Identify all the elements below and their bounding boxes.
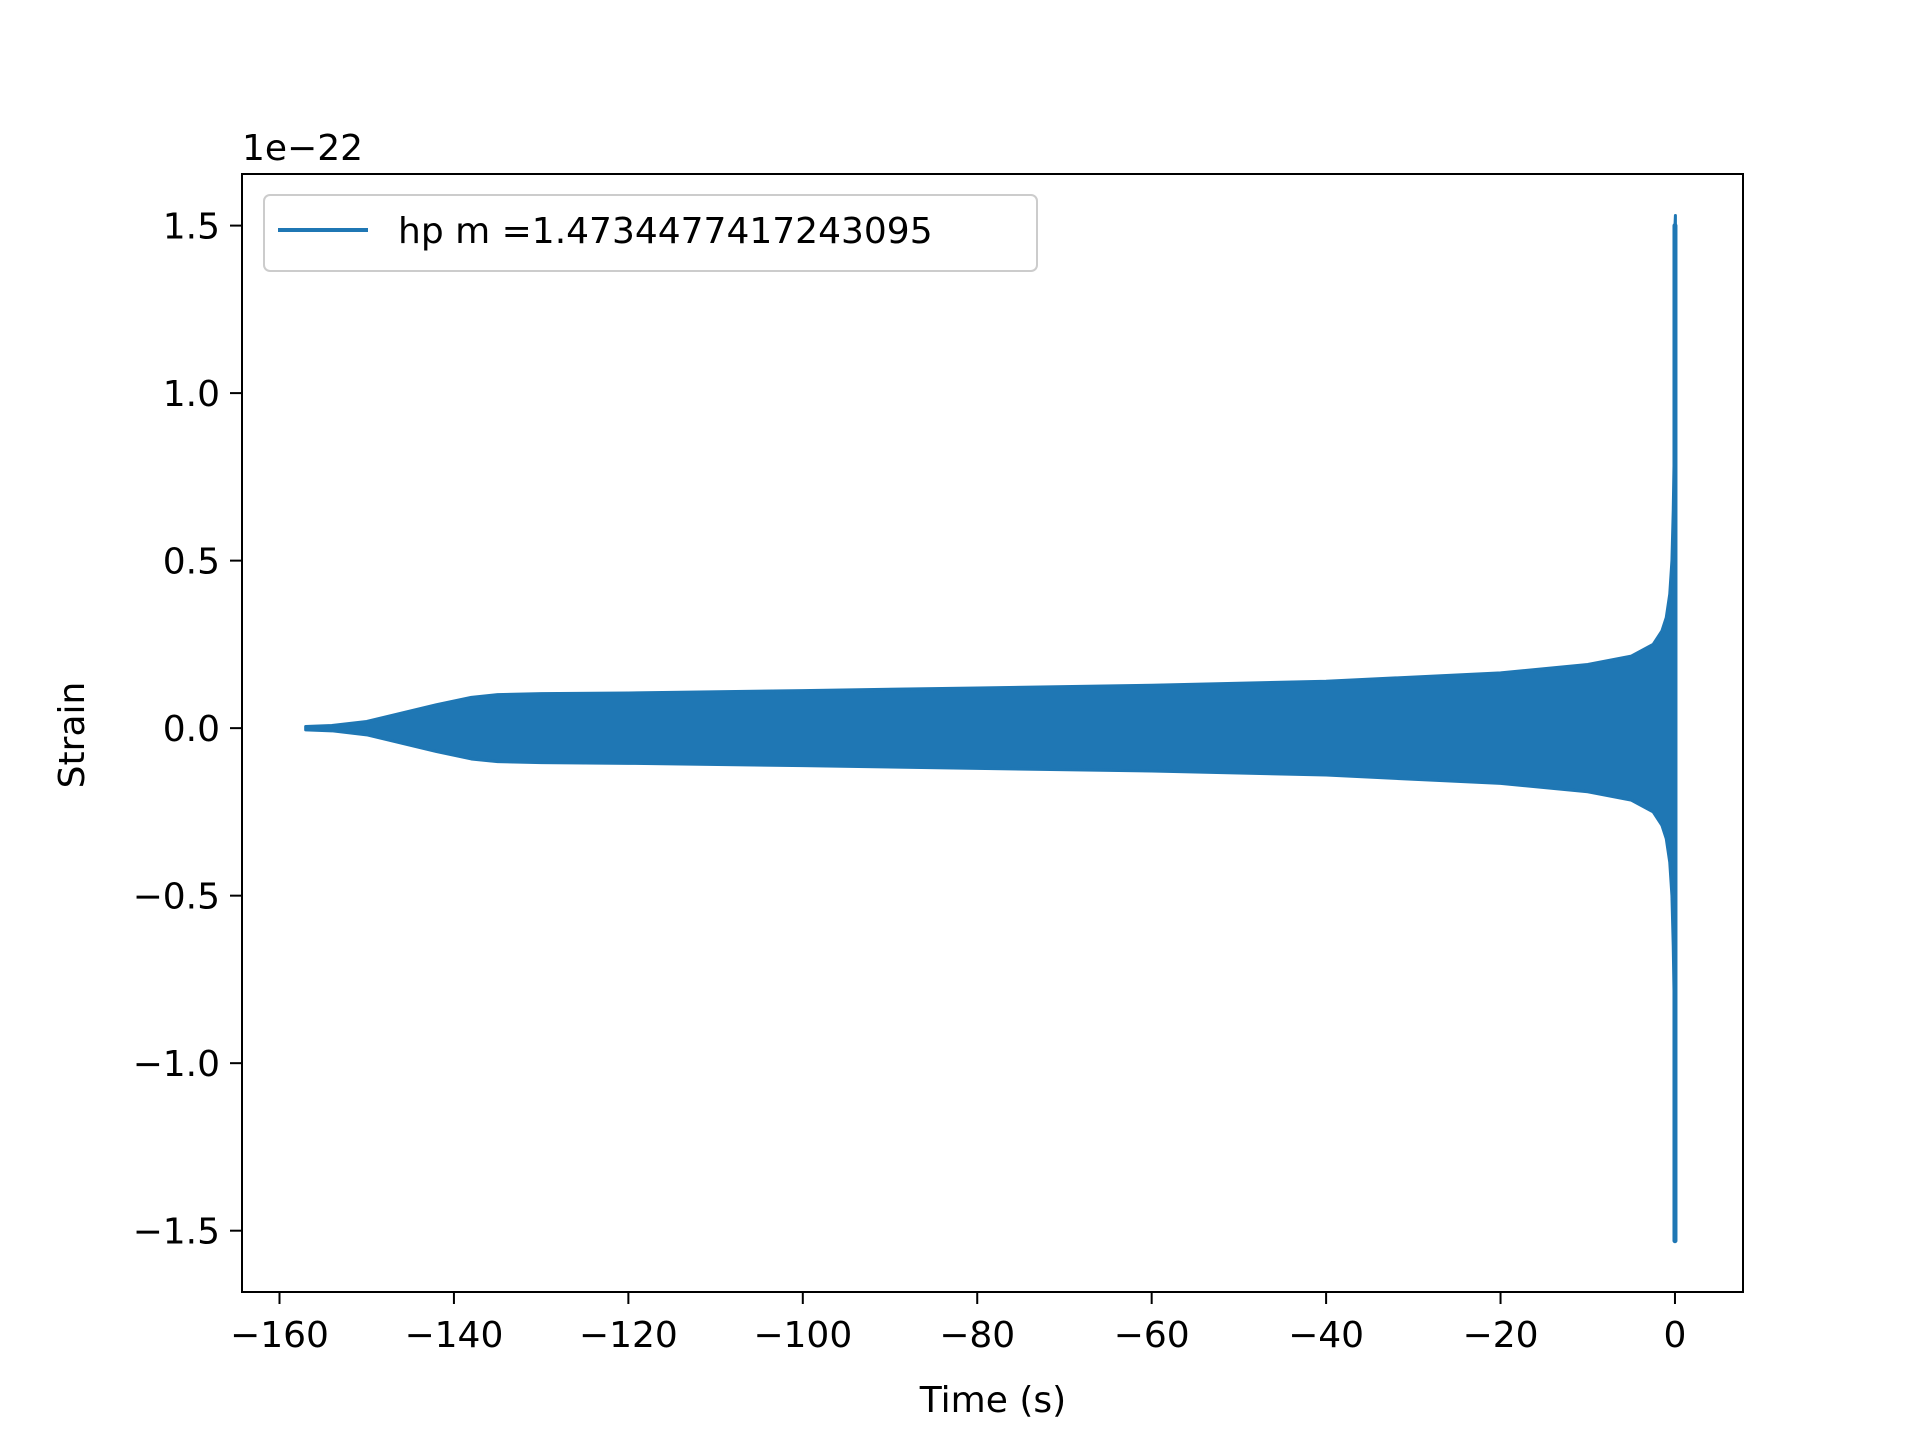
x-tick-label: −60 [1114, 1315, 1190, 1356]
y-tick-label: −0.5 [133, 877, 220, 918]
y-tick-label: 0.5 [163, 542, 220, 583]
legend-box [263, 194, 1038, 272]
y-tick-label: 0.0 [163, 709, 220, 750]
y-tick-label: −1.5 [133, 1212, 220, 1253]
y-tick-label: 1.0 [163, 374, 220, 415]
x-tick-label: −140 [404, 1315, 503, 1356]
x-tick-label: −80 [939, 1315, 1015, 1356]
series-layer [304, 214, 1678, 1244]
plot-area [241, 173, 1744, 1293]
x-tick-label: −20 [1463, 1315, 1539, 1356]
x-tick-label: −120 [579, 1315, 678, 1356]
y-tick-label: −1.0 [133, 1044, 220, 1085]
legend: hp m =1.4734477417243095 [263, 194, 1038, 272]
legend-series-label: hp m =1.4734477417243095 [398, 211, 933, 252]
x-axis-label: Time (s) [919, 1380, 1066, 1421]
x-tick-label: −160 [230, 1315, 329, 1356]
x-tick-label: −40 [1288, 1315, 1364, 1356]
y-tick-label: 1.5 [163, 207, 220, 248]
y-axis-label: Strain [52, 682, 93, 789]
x-axis-ticks: −160 −140 −120 −100 −80 −60 −40 −20 0 [230, 1292, 1686, 1356]
axes-frame [241, 173, 1744, 1293]
x-tick-label: −100 [753, 1315, 852, 1356]
y-axis-ticks: −1.5 −1.0 −0.5 0.0 0.5 1.0 1.5 [133, 207, 242, 1253]
x-tick-label: 0 [1664, 1315, 1687, 1356]
y-axis-scale-offset: 1e−22 [242, 128, 363, 169]
